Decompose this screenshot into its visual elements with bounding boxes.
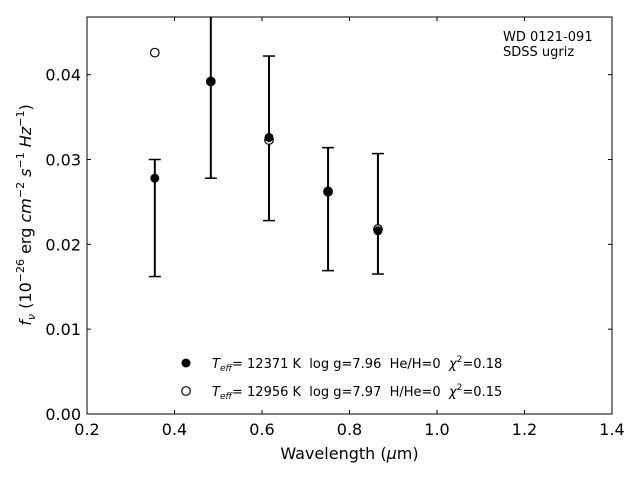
y-label-exp3: −1 <box>14 152 27 168</box>
x-tick-label: 0.8 <box>337 420 362 439</box>
y-label-a: (10 <box>16 282 35 314</box>
x-axis-label: Wavelength (μm) <box>280 444 418 463</box>
legend-eff: eff <box>220 392 234 402</box>
filled-point <box>323 186 333 196</box>
y-tick-label: 0.00 <box>45 405 81 424</box>
x-label-text: Wavelength ( <box>280 444 386 463</box>
filled-point <box>206 76 216 86</box>
x-label-unit: m) <box>397 444 419 463</box>
legend-sup: 2 <box>457 383 463 393</box>
y-label-hz: Hz <box>16 126 35 152</box>
x-label-mu: μ <box>386 444 397 463</box>
x-tick-label: 1.2 <box>512 420 537 439</box>
legend-label: Teff= 12371 K log g=7.96 He/H=0 χ2=0.18 <box>212 355 502 374</box>
x-tick-label: 0.4 <box>162 420 187 439</box>
y-tick-label: 0.02 <box>45 235 81 254</box>
x-tick-label: 0.6 <box>249 420 274 439</box>
legend-chi: χ <box>448 357 458 372</box>
plot-frame <box>86 16 613 415</box>
y-label-cm: cm <box>16 198 35 222</box>
legend-text: = 12956 K log g=7.97 H/He=0 <box>232 385 449 400</box>
annotation-line: SDSS ugriz <box>503 45 574 60</box>
y-tick-label: 0.01 <box>45 320 81 339</box>
y-label-exp4: −1 <box>14 111 27 127</box>
y-label-f: f <box>16 318 35 326</box>
y-label-exp2: −2 <box>14 182 27 198</box>
legend-text: = 12371 K log g=7.96 He/H=0 <box>232 357 449 372</box>
filled-point <box>373 226 383 236</box>
plot-area <box>148 17 384 278</box>
legend-label: Teff= 12956 K log g=7.97 H/He=0 χ2=0.15 <box>212 383 502 402</box>
y-label-nu: ν <box>25 314 38 320</box>
filled-point <box>264 132 274 142</box>
y-label-c: ) <box>16 104 35 110</box>
legend-val: =0.18 <box>462 357 502 372</box>
legend-sup: 2 <box>457 355 463 365</box>
y-label-b: erg <box>16 223 35 259</box>
filled-point <box>150 173 160 183</box>
y-label-exp1: −26 <box>14 259 27 282</box>
y-label-s: s <box>16 169 35 182</box>
legend-eff: eff <box>220 364 234 374</box>
legend-val: =0.15 <box>462 385 502 400</box>
legend-T: T <box>212 357 221 372</box>
y-axis-label: fν (10−26 erg cm−2 s−1 Hz−1) <box>14 104 38 325</box>
legend-marker-open <box>181 386 191 396</box>
x-tick-label: 0.2 <box>74 420 99 439</box>
x-tick-label: 1.0 <box>424 420 449 439</box>
legend-T: T <box>212 385 221 400</box>
annotation-line: WD 0121-091 <box>503 30 593 45</box>
y-tick-label: 0.03 <box>45 151 81 170</box>
x-tick-label: 1.4 <box>599 420 624 439</box>
legend-marker-filled <box>181 358 191 368</box>
y-tick-label: 0.04 <box>45 66 81 85</box>
legend-chi: χ <box>448 385 458 400</box>
open-point <box>149 47 160 58</box>
